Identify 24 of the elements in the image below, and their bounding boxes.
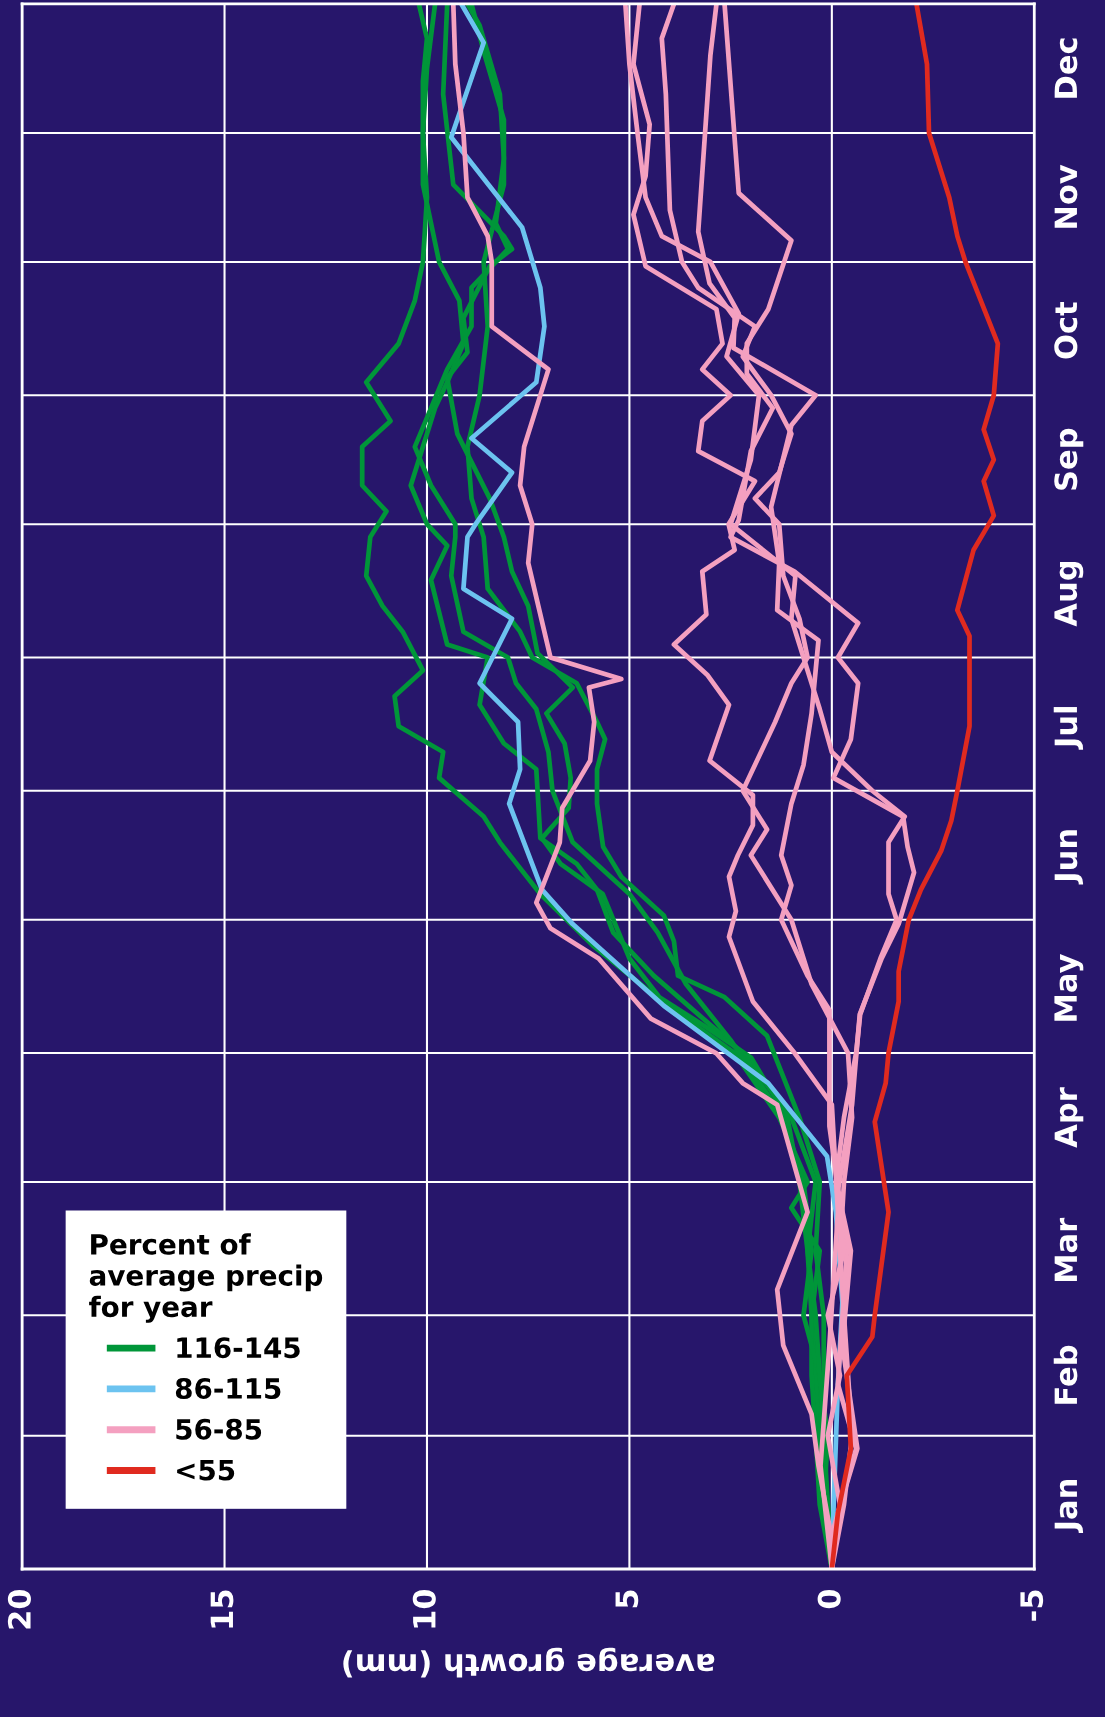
- legend-label: <55: [177, 1459, 235, 1481]
- legend-title: Percent of average precip for year: [89, 1233, 323, 1323]
- y-tick-label: Jun: [1054, 830, 1084, 885]
- y-tick-label: Apr: [1054, 1087, 1084, 1148]
- legend-label: 116-145: [177, 1337, 300, 1359]
- y-tick-label: Nov: [1054, 164, 1078, 228]
- legend-label: 56-85: [176, 1418, 262, 1440]
- y-tick-label: Aug: [1054, 561, 1084, 627]
- x-axis-title: average growth (mm): [343, 1647, 715, 1678]
- x-tick-label: 15: [210, 1590, 234, 1628]
- y-tick-label: Feb: [1053, 1345, 1078, 1404]
- x-tick-label: 20: [7, 1589, 31, 1629]
- x-tick-label: 0: [817, 1589, 841, 1609]
- y-tick-label: Dec: [1054, 38, 1078, 98]
- y-tick-label: Sep: [1054, 428, 1084, 490]
- legend-label: 86-115: [175, 1377, 281, 1400]
- x-tick-label: 10: [412, 1589, 436, 1628]
- y-tick-label: May: [1054, 954, 1084, 1021]
- y-tick-label: Oct: [1054, 302, 1078, 359]
- x-tick-label: 5: [615, 1590, 639, 1608]
- y-tick-label: Mar: [1054, 1217, 1078, 1282]
- y-tick-label: Jan: [1054, 1480, 1084, 1534]
- y-tick-label: Jul: [1053, 707, 1084, 750]
- x-tick-label: -5: [1020, 1590, 1044, 1621]
